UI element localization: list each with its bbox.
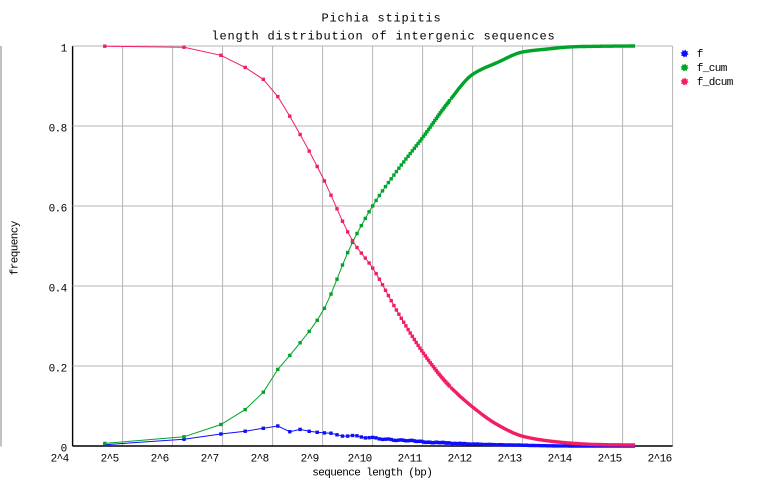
svg-text:f_dcum: f_dcum xyxy=(697,77,734,89)
svg-text:frequency: frequency xyxy=(10,220,22,275)
svg-text:sequence length (bp): sequence length (bp) xyxy=(312,468,432,480)
svg-text:2^7: 2^7 xyxy=(201,453,219,465)
svg-text:Pichia stipitis: Pichia stipitis xyxy=(321,12,441,26)
svg-text:0.2: 0.2 xyxy=(49,363,67,375)
svg-text:2^13: 2^13 xyxy=(498,453,522,465)
svg-text:0.6: 0.6 xyxy=(49,203,67,215)
svg-text:2^15: 2^15 xyxy=(598,453,622,465)
svg-text:f: f xyxy=(697,49,703,61)
svg-text:2^5: 2^5 xyxy=(101,453,119,465)
svg-text:2^16: 2^16 xyxy=(648,453,672,465)
svg-text:0.8: 0.8 xyxy=(49,123,67,135)
svg-text:2^9: 2^9 xyxy=(301,453,319,465)
svg-text:1: 1 xyxy=(61,43,68,55)
svg-text:2^6: 2^6 xyxy=(151,453,169,465)
svg-text:2^14: 2^14 xyxy=(548,453,573,465)
svg-text:2^11: 2^11 xyxy=(398,453,423,465)
svg-text:length distribution of interge: length distribution of intergenic sequen… xyxy=(211,29,555,43)
svg-text:2^4: 2^4 xyxy=(51,453,70,465)
svg-text:f_cum: f_cum xyxy=(697,63,728,75)
svg-text:2^12: 2^12 xyxy=(448,453,472,465)
svg-text:0.4: 0.4 xyxy=(49,283,68,295)
svg-text:2^10: 2^10 xyxy=(348,453,372,465)
svg-text:0: 0 xyxy=(61,443,67,455)
svg-text:2^8: 2^8 xyxy=(251,453,269,465)
